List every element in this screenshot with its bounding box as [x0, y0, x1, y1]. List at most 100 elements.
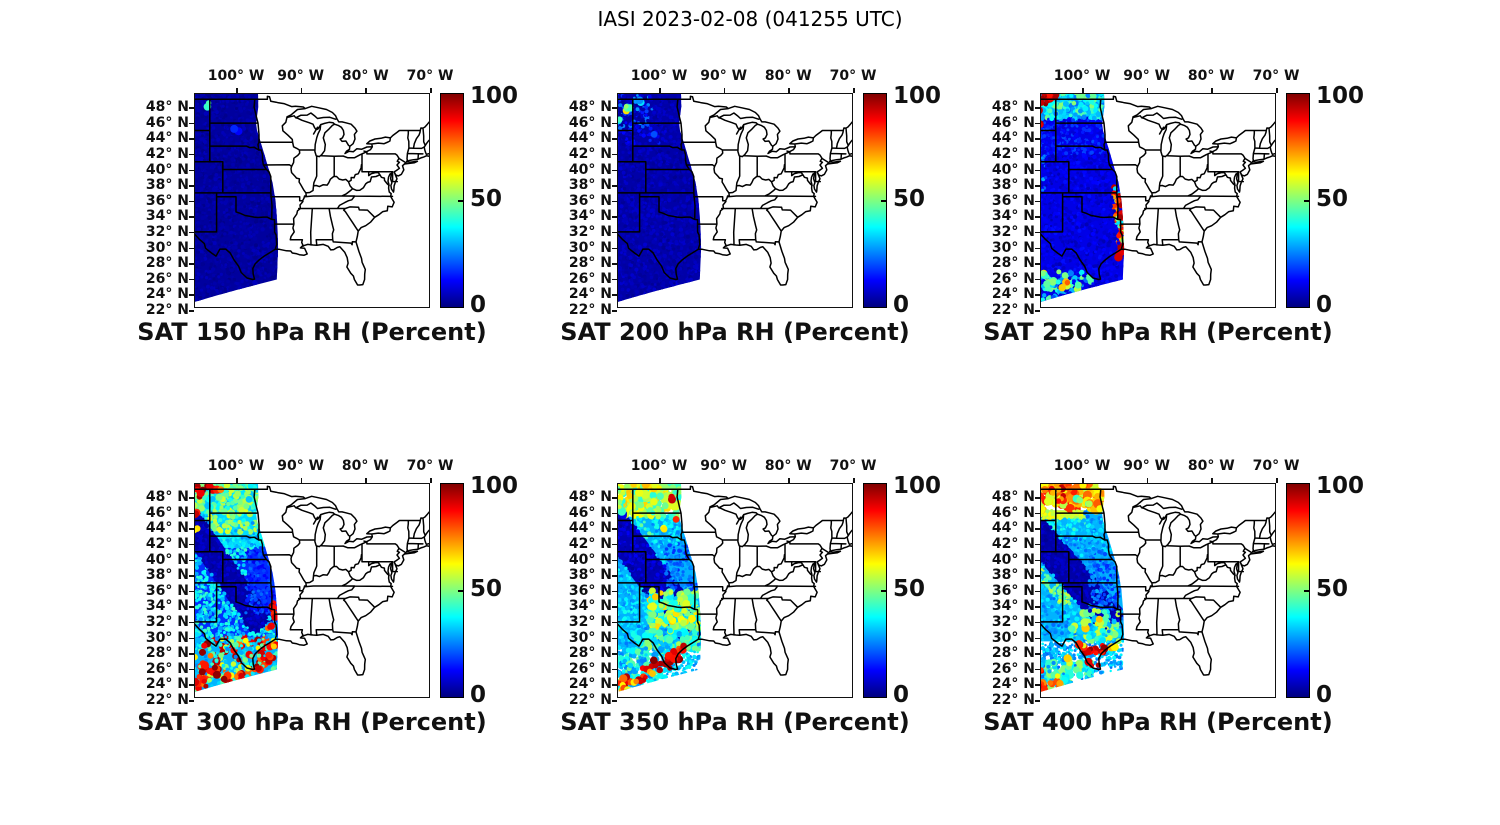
panel-title: SAT 150 hPa RH (Percent) — [137, 318, 487, 346]
colorbar-label-0: 0 — [1316, 292, 1333, 318]
lat-tick-label: 40° N — [568, 551, 612, 568]
lat-tick-label: 46° N — [145, 114, 189, 131]
lat-tick-mark — [612, 122, 617, 125]
colorbar-gradient — [864, 94, 886, 307]
map-svg-250 — [1040, 93, 1276, 308]
lat-tick-mark — [612, 700, 617, 702]
lat-tick-label: 30° N — [145, 629, 189, 646]
lon-tick-label: 100° W — [207, 458, 265, 474]
lat-tick-label: 34° N — [991, 208, 1035, 225]
lat-tick-mark — [189, 543, 194, 546]
lat-tick-mark — [1035, 247, 1040, 249]
lon-tick-mark — [1146, 88, 1149, 93]
colorbar-label-100: 100 — [893, 473, 942, 499]
colorbar-mid-tick — [1304, 590, 1309, 592]
colorbar-label-100: 100 — [1316, 473, 1365, 499]
lat-tick-mark — [1035, 543, 1040, 546]
lon-tick-label: 80° W — [1187, 68, 1235, 84]
lat-tick-label: 26° N — [991, 660, 1035, 677]
map-panel-200: 100° W 90° W 80° W 70° W 48° N 46° N 44° N 42° … — [560, 68, 941, 346]
axes-box — [617, 483, 853, 698]
lon-tick-mark — [788, 478, 790, 483]
colorbar-label-0: 0 — [893, 292, 910, 318]
lat-tick-label: 42° N — [145, 145, 189, 162]
colorbar-label-50: 50 — [1316, 576, 1349, 602]
lat-tick-mark — [1035, 185, 1040, 187]
lat-tick-mark — [1035, 263, 1040, 265]
colorbar — [863, 483, 887, 698]
lat-tick-mark — [612, 247, 617, 249]
colorbar-mid-tick — [458, 200, 463, 202]
lat-tick-label: 24° N — [145, 286, 189, 303]
colorbar-label-0: 0 — [470, 682, 487, 708]
axes-box — [1040, 93, 1276, 308]
lat-tick-mark — [612, 310, 617, 312]
lat-tick-mark — [189, 590, 194, 593]
lat-tick-mark — [189, 621, 194, 624]
lon-tick-label: 100° W — [1053, 68, 1111, 84]
lat-tick-mark — [612, 153, 617, 156]
panel-title: SAT 400 hPa RH (Percent) — [983, 708, 1333, 736]
lat-tick-mark — [189, 216, 194, 218]
colorbar-mid-tick — [881, 590, 886, 592]
lon-tick-mark — [365, 88, 367, 93]
lat-tick-label: 22° N — [568, 302, 612, 318]
lon-tick-mark — [1276, 478, 1278, 483]
lat-tick-label: 36° N — [991, 192, 1035, 209]
lon-tick-mark — [1082, 88, 1084, 93]
lat-tick-mark — [1035, 216, 1040, 218]
lat-tick-mark — [612, 668, 617, 671]
lat-tick-mark — [189, 497, 194, 499]
colorbar-mid-tick — [1304, 200, 1309, 202]
lon-tick-mark — [236, 88, 238, 93]
lat-tick-label: 28° N — [568, 645, 612, 662]
colorbar-label-50: 50 — [470, 576, 503, 602]
colorbar — [1286, 93, 1310, 308]
lat-tick-mark — [189, 231, 194, 234]
lat-tick-label: 22° N — [991, 692, 1035, 708]
lat-tick-mark — [612, 653, 617, 655]
lat-tick-label: 22° N — [991, 302, 1035, 318]
lat-tick-mark — [1035, 138, 1040, 140]
lat-tick-label: 24° N — [568, 286, 612, 303]
lat-tick-label: 24° N — [145, 676, 189, 693]
lat-tick-label: 34° N — [145, 208, 189, 225]
lat-tick-label: 44° N — [568, 130, 612, 147]
lat-tick-label: 26° N — [991, 270, 1035, 287]
colorbar-gradient — [1287, 484, 1309, 697]
lat-tick-label: 26° N — [145, 270, 189, 287]
lon-tick-label: 70° W — [406, 458, 454, 474]
lon-tick-mark — [1082, 478, 1084, 483]
lon-tick-label: 100° W — [630, 458, 688, 474]
lat-tick-mark — [612, 107, 617, 109]
lon-tick-label: 90° W — [700, 458, 748, 474]
lat-tick-label: 26° N — [568, 270, 612, 287]
lat-tick-mark — [1035, 310, 1040, 312]
lat-tick-label: 22° N — [568, 692, 612, 708]
lat-tick-label: 32° N — [145, 613, 189, 630]
colorbar-mid-tick — [881, 200, 886, 202]
lat-tick-label: 30° N — [568, 629, 612, 646]
map-panel-300: 100° W 90° W 80° W 70° W 48° N 46° N 44° N 42° … — [137, 458, 518, 736]
axes-box — [617, 93, 853, 308]
lat-tick-mark — [612, 606, 617, 608]
lat-tick-mark — [612, 637, 617, 639]
colorbar-label-100: 100 — [470, 473, 519, 499]
lat-tick-mark — [1035, 590, 1040, 593]
axes-box — [194, 93, 430, 308]
lat-tick-mark — [189, 668, 194, 671]
lat-tick-mark — [612, 575, 617, 577]
lon-tick-mark — [853, 478, 855, 483]
lat-tick-label: 24° N — [568, 676, 612, 693]
lat-tick-label: 34° N — [145, 598, 189, 615]
lat-tick-mark — [189, 700, 194, 702]
lat-tick-mark — [1035, 700, 1040, 702]
figure-title: IASI 2023-02-08 (041255 UTC) — [597, 7, 903, 31]
lon-tick-mark — [430, 88, 432, 93]
lon-tick-label: 100° W — [207, 68, 265, 84]
lat-tick-label: 42° N — [568, 145, 612, 162]
lat-tick-mark — [1035, 684, 1040, 686]
lon-tick-label: 80° W — [764, 458, 812, 474]
lat-tick-label: 30° N — [568, 239, 612, 256]
colorbar-label-50: 50 — [893, 186, 926, 212]
